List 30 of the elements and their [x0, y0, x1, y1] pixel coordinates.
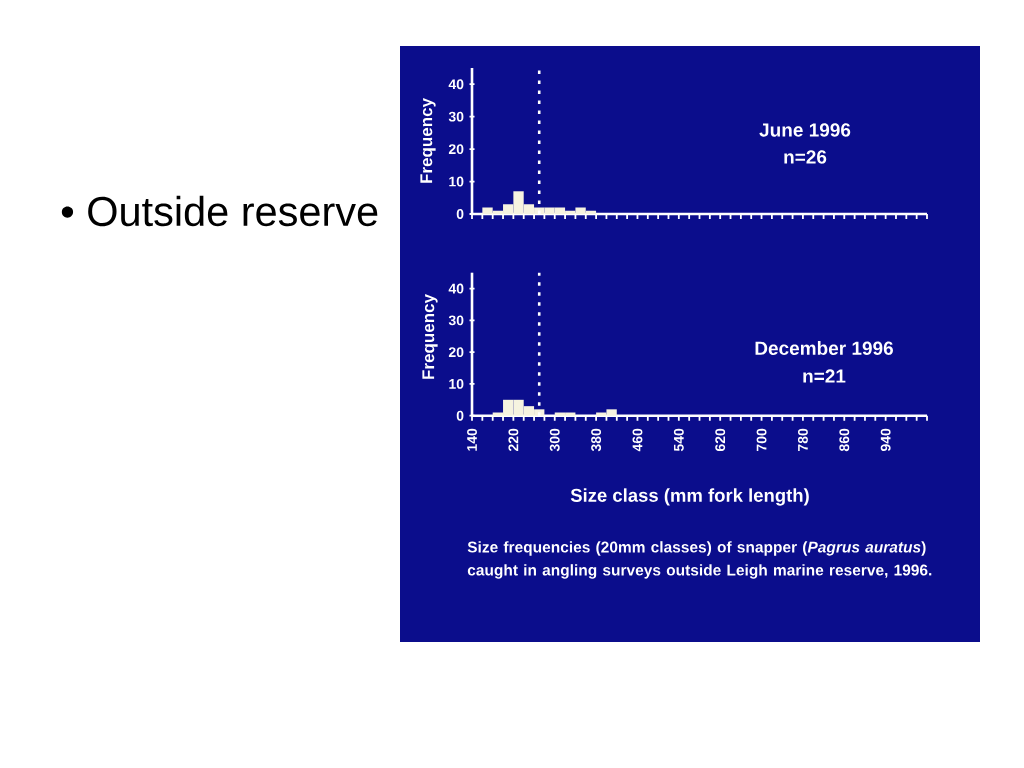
x-tick-label: 540 [673, 428, 684, 452]
y-tick-label: 20 [448, 347, 464, 358]
x-tick-label: 300 [549, 428, 560, 452]
annotation: June 1996 [759, 123, 851, 137]
y-tick-label: 30 [448, 315, 464, 326]
x-tick-label: 140 [467, 428, 477, 451]
x-tick-label: 940 [880, 428, 891, 452]
x-tick-label: 460 [632, 428, 643, 452]
x-tick-label: 860 [839, 428, 850, 452]
annotation: December 1996 [755, 341, 893, 355]
y-tick-label: 0 [456, 209, 464, 219]
y-tick-label: 20 [448, 144, 464, 155]
text: • Outside reserve [61, 195, 378, 227]
y-axis-title: Frequency [422, 294, 438, 379]
y-axis-title: Frequency [420, 98, 436, 183]
y-tick-label: 40 [448, 283, 464, 294]
x-tick-label: 700 [756, 428, 767, 451]
y-tick-label: 10 [449, 176, 464, 187]
y-tick-label: 10 [449, 378, 464, 389]
x-tick-label: 780 [797, 428, 808, 451]
x-tick-label: 380 [591, 428, 602, 452]
x-tick-label: 620 [715, 428, 726, 452]
y-tick-label: 30 [448, 111, 464, 122]
y-tick-label: 0 [456, 410, 464, 421]
text: Size frequencies (20mm classes) of snapper (Pagrus auratus) caught in angling surveys outside Leigh marine reserve, 1996. [467, 541, 932, 579]
x-axis-title: Size class (mm fork length) [570, 488, 809, 506]
x-tick-label: 220 [508, 428, 519, 452]
annotation: n=21 [803, 369, 846, 383]
y-tick-label: 40 [448, 79, 464, 90]
annotation: n=26 [784, 150, 827, 164]
